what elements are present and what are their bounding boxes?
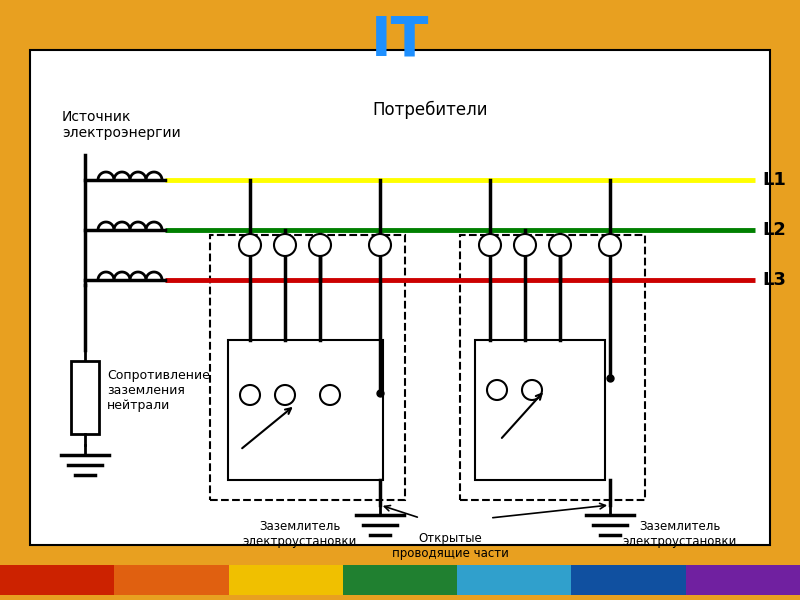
Bar	[228, 340, 383, 480]
Circle shape	[239, 234, 261, 256]
Circle shape	[549, 234, 571, 256]
Text: L3: L3	[762, 271, 786, 289]
Bar	[571, 565, 686, 595]
Text: IT: IT	[371, 13, 429, 67]
Circle shape	[599, 234, 621, 256]
Circle shape	[275, 385, 295, 405]
Bar	[686, 565, 800, 595]
Text: Потребители: Потребители	[372, 101, 488, 119]
Bar	[210, 235, 405, 500]
Text: Заземлитель
электроустановки: Заземлитель электроустановки	[243, 520, 357, 548]
Circle shape	[309, 234, 331, 256]
Text: Источник
электроэнергии: Источник электроэнергии	[62, 110, 181, 140]
Bar	[460, 235, 645, 500]
Text: Сопротивление
заземления
нейтрали: Сопротивление заземления нейтрали	[107, 368, 210, 412]
Text: L2: L2	[762, 221, 786, 239]
Circle shape	[479, 234, 501, 256]
Text: Заземлитель
электроустановки: Заземлитель электроустановки	[623, 520, 737, 548]
Text: Открытые
проводящие части: Открытые проводящие части	[391, 532, 509, 560]
Circle shape	[369, 234, 391, 256]
Bar	[229, 565, 343, 595]
Bar	[343, 565, 457, 595]
Bar	[114, 565, 229, 595]
Circle shape	[320, 385, 340, 405]
Circle shape	[487, 380, 507, 400]
Bar	[475, 340, 605, 480]
Circle shape	[514, 234, 536, 256]
Bar	[0, 565, 114, 595]
Bar	[457, 565, 571, 595]
Bar	[71, 361, 99, 434]
Circle shape	[240, 385, 260, 405]
Text: L1: L1	[762, 171, 786, 189]
Circle shape	[274, 234, 296, 256]
Circle shape	[522, 380, 542, 400]
Bar	[30, 50, 770, 545]
